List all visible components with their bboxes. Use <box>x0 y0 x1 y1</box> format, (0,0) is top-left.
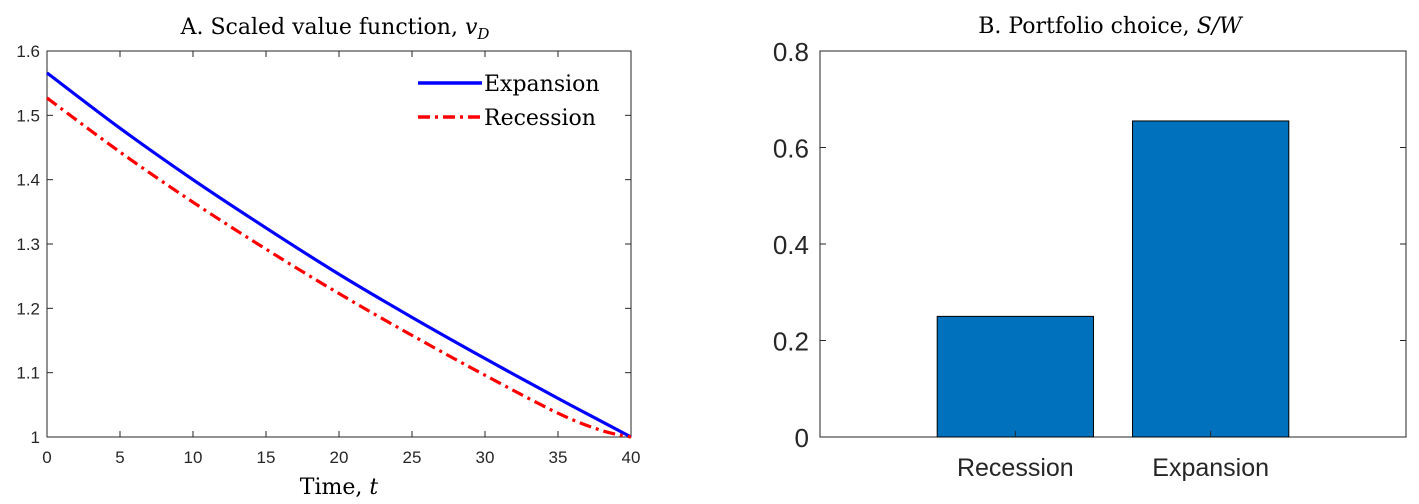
panel-a-y-tick-label: 1 <box>31 428 40 447</box>
bar-recession <box>936 315 1094 438</box>
panel-b-title: B. Portfolio choice, S/W <box>978 14 1244 39</box>
panel-a-y-tick-label: 1.1 <box>16 364 40 383</box>
panel-a-x-tick-label: 0 <box>42 448 51 467</box>
panel-a-series <box>46 71 632 439</box>
series-line-expansion <box>46 71 632 439</box>
panel-a-x-tick-label: 35 <box>549 448 568 467</box>
panel-a-x-tick-label: 20 <box>330 448 349 467</box>
panel-b-x-labels: Recession Expansion <box>957 431 1269 482</box>
panel-a-x-tick-label: 30 <box>476 448 495 467</box>
panel-b-y-ticks: 0 0.2 0.4 0.6 0.8 <box>773 37 1406 453</box>
panel-b-y-tick-label: 0.4 <box>773 230 809 260</box>
panel-a-x-axis-label: Time, t <box>300 475 379 500</box>
panel-a-x-tick-label: 15 <box>257 448 276 467</box>
panel-a-y-tick-label: 1.3 <box>16 235 40 254</box>
panel-a-title: A. Scaled value function, vD <box>180 15 490 43</box>
panel-b-bars <box>936 120 1290 438</box>
panel-a-x-ticks: 0 5 10 15 20 25 30 35 40 <box>42 51 640 467</box>
panel-b-y-tick-label: 0.8 <box>773 37 809 67</box>
bar-expansion <box>1132 120 1290 438</box>
panel-a-x-tick-label: 40 <box>622 448 641 467</box>
panel-a-x-tick-label: 5 <box>115 448 124 467</box>
panel-b-bar-chart: B. Portfolio choice, S/W 0 0.2 0.4 0.6 0.8 R… <box>773 14 1407 482</box>
panel-a-x-tick-label: 25 <box>403 448 422 467</box>
panel-a-line-chart: A. Scaled value function, vD 0 5 10 15 20 25 3… <box>16 15 640 500</box>
panel-a-y-tick-label: 1.6 <box>16 42 40 61</box>
panel-a-y-tick-label: 1.5 <box>16 106 40 125</box>
panel-b-x-tick-label: Recession <box>957 454 1074 482</box>
panel-a-y-tick-label: 1.4 <box>16 171 40 190</box>
panel-b-x-tick-label: Expansion <box>1152 454 1269 482</box>
legend-label-expansion: Expansion <box>484 72 600 97</box>
panel-a-legend: Expansion Recession <box>418 72 600 131</box>
series-line-recession <box>46 96 632 439</box>
legend-label-recession: Recession <box>484 106 596 131</box>
panel-b-y-tick-label: 0 <box>795 423 809 453</box>
panel-b-y-tick-label: 0.6 <box>773 134 809 164</box>
panel-a-x-tick-label: 10 <box>184 448 203 467</box>
panel-b-y-tick-label: 0.2 <box>773 327 809 357</box>
panel-a-y-tick-label: 1.2 <box>16 299 40 318</box>
panel-b-axes-box <box>819 50 1407 438</box>
panel-a-y-ticks: 1 1.1 1.2 1.3 1.4 1.5 1.6 <box>16 42 631 447</box>
